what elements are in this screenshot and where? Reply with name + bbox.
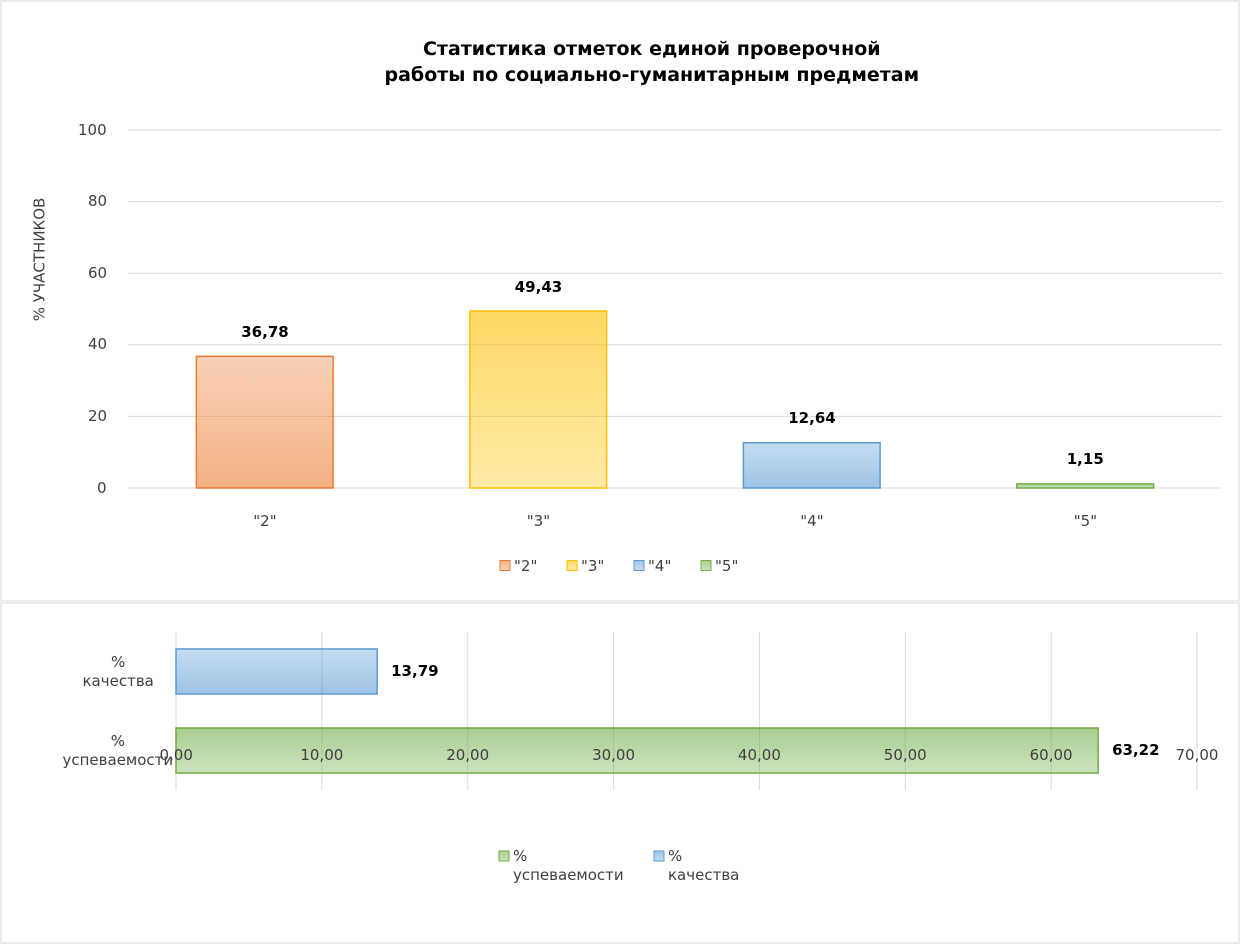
x-tick-label: 40,00	[737, 745, 781, 764]
data-label: 63,22	[1112, 741, 1160, 759]
data-label: 36,78	[241, 322, 289, 341]
chart-title: Статистика отметок единой проверочной ра…	[384, 38, 920, 86]
x-tick-label: 30,00	[592, 745, 636, 764]
legend-swatch	[498, 850, 510, 862]
y-tick-label: 40	[88, 335, 108, 354]
data-label: 49,43	[514, 277, 563, 296]
x-tick-label: "2"	[253, 511, 277, 530]
x-tick-label: 0,00	[159, 745, 193, 764]
x-tick-label: "5"	[1073, 511, 1098, 530]
x-tick-label: "4"	[800, 511, 824, 530]
y-tick-label: 60	[88, 263, 108, 282]
bar	[175, 648, 378, 695]
legend-label: % успеваемости	[513, 847, 624, 884]
x-tick-label: "3"	[526, 511, 551, 530]
y-tick-label: 100	[78, 120, 107, 139]
x-tick-label: 60,00	[1029, 745, 1073, 764]
x-tick-label: 10,00	[300, 745, 344, 764]
legend-label: "5"	[715, 556, 739, 575]
legend-label: % качества	[668, 847, 740, 884]
legend-swatch	[653, 850, 665, 862]
x-tick-label: 20,00	[446, 745, 490, 764]
legend-swatch	[499, 560, 511, 571]
y-tick-label: 80	[88, 192, 108, 211]
bar	[175, 727, 1099, 774]
x-tick-label: 50,00	[883, 745, 927, 764]
legend-label: "3"	[581, 556, 605, 575]
y-tick-label: 20	[88, 406, 108, 425]
bar	[469, 310, 608, 489]
y-tick-label: % успеваемости	[62, 731, 174, 769]
data-label: 1,15	[1066, 450, 1104, 469]
legend-label: "2"	[514, 556, 538, 575]
y-tick-label: 0	[97, 478, 107, 497]
legend-label: "4"	[648, 556, 672, 575]
legend-swatch	[700, 560, 712, 571]
legend-swatch	[566, 560, 578, 571]
bar	[195, 355, 334, 489]
x-tick-label: 70,00	[1175, 745, 1219, 764]
data-label: 12,64	[788, 409, 836, 428]
bar	[1016, 483, 1155, 489]
y-axis-label: % УЧАСТНИКОВ	[30, 197, 49, 321]
data-label: 13,79	[391, 662, 439, 680]
legend-swatch	[633, 560, 645, 571]
bar	[742, 441, 881, 489]
chart-frame	[0, 602, 1240, 944]
chart-frame	[0, 0, 1240, 602]
y-tick-label: % качества	[82, 652, 154, 690]
